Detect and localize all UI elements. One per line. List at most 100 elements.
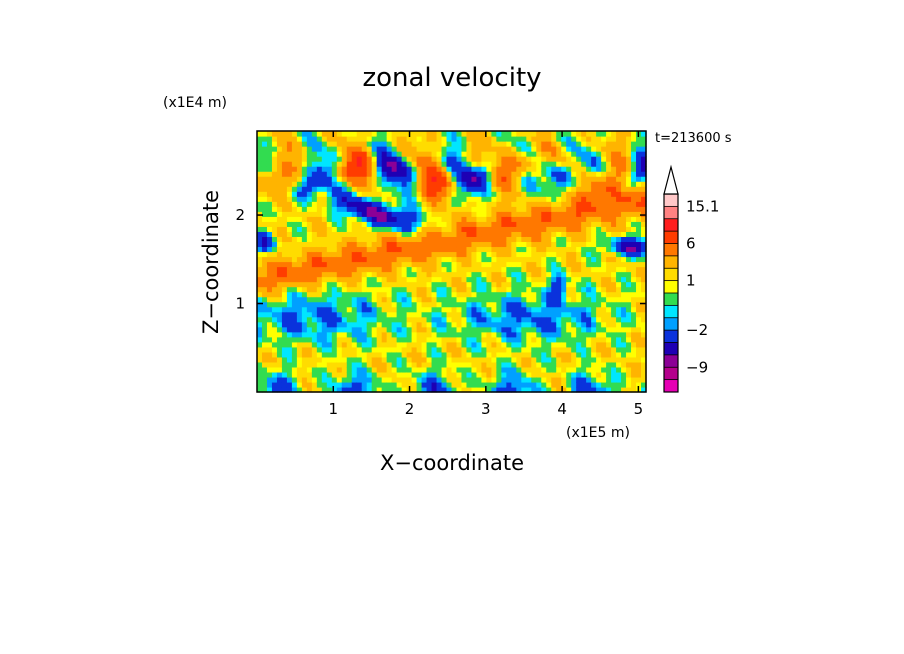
contour-cell — [481, 166, 488, 172]
contour-cell — [346, 366, 353, 373]
contour-cell — [486, 221, 492, 227]
contour-cell — [561, 346, 567, 353]
contour-cell — [491, 326, 497, 333]
contour-cell — [321, 301, 328, 308]
contour-cell — [516, 296, 522, 303]
contour-cell — [257, 346, 263, 353]
contour-cell — [281, 281, 288, 288]
contour-cell — [366, 146, 373, 152]
contour-cell — [481, 276, 488, 283]
contour-cell — [571, 331, 577, 338]
contour-cell — [641, 376, 647, 383]
contour-cell — [261, 381, 268, 388]
contour-cell — [461, 191, 468, 197]
contour-cell — [411, 171, 418, 177]
contour-cell — [616, 331, 622, 338]
contour-cell — [361, 246, 368, 253]
contour-cell — [576, 286, 582, 293]
contour-cell — [531, 256, 537, 263]
contour-cell — [586, 171, 592, 177]
contour-cell — [436, 351, 443, 358]
contour-cell — [451, 171, 458, 177]
contour-cell — [371, 191, 378, 197]
contour-cell — [306, 311, 313, 318]
contour-cell — [346, 286, 353, 293]
contour-cell — [371, 286, 378, 293]
contour-cell — [611, 241, 617, 248]
contour-cell — [391, 336, 398, 343]
contour-cell — [281, 151, 288, 157]
contour-cell — [546, 286, 552, 293]
contour-cell — [376, 146, 383, 152]
contour-cell — [281, 131, 288, 137]
contour-cell — [391, 171, 398, 177]
contour-cell — [481, 221, 488, 227]
contour-cell — [321, 131, 328, 137]
contour-cell — [626, 246, 632, 253]
colorbar-tick-label: −9 — [686, 358, 708, 376]
contour-cell — [501, 201, 507, 207]
contour-cell — [636, 136, 642, 142]
contour-cell — [361, 226, 368, 232]
contour-cell — [591, 351, 597, 358]
contour-cell — [551, 351, 557, 358]
contour-cell — [356, 306, 363, 313]
contour-cell — [601, 376, 607, 383]
contour-cell — [271, 221, 278, 227]
contour-cell — [321, 386, 328, 393]
contour-cell — [611, 151, 617, 157]
contour-cell — [271, 176, 278, 182]
contour-cell — [551, 296, 557, 303]
contour-cell — [546, 306, 552, 313]
contour-cell — [471, 266, 478, 273]
contour-cell — [306, 141, 313, 147]
contour-cell — [266, 366, 273, 373]
contour-cell — [266, 356, 273, 363]
contour-cell — [381, 371, 388, 378]
contour-cell — [321, 161, 328, 167]
contour-cell — [426, 196, 433, 202]
contour-cell — [611, 366, 617, 373]
contour-cell — [281, 376, 288, 383]
contour-cell — [601, 176, 607, 182]
contour-cell — [421, 236, 428, 243]
contour-cell — [601, 141, 607, 147]
contour-cell — [321, 336, 328, 343]
contour-cell — [361, 146, 368, 152]
contour-cell — [316, 286, 323, 293]
contour-cell — [636, 281, 642, 288]
contour-cell — [301, 166, 308, 172]
contour-cell — [406, 361, 413, 368]
contour-cell — [266, 211, 273, 217]
contour-cell — [521, 166, 527, 172]
contour-cell — [511, 136, 517, 142]
contour-cell — [306, 361, 313, 368]
contour-cell — [321, 251, 328, 258]
contour-cell — [331, 341, 338, 348]
contour-cell — [486, 266, 492, 273]
contour-cell — [626, 331, 632, 338]
contour-cell — [381, 146, 388, 152]
contour-cell — [561, 381, 567, 388]
contour-cell — [401, 186, 408, 192]
contour-cell — [436, 321, 443, 328]
contour-cell — [496, 281, 502, 288]
contour-cell — [481, 236, 488, 243]
contour-cell — [366, 266, 373, 273]
contour-cell — [306, 181, 313, 187]
contour-cell — [296, 251, 303, 258]
contour-cell — [316, 291, 323, 298]
contour-cell — [426, 336, 433, 343]
contour-cell — [611, 301, 617, 308]
contour-cell — [406, 161, 413, 167]
contour-cell — [361, 326, 368, 333]
contour-cell — [626, 376, 632, 383]
contour-cell — [301, 356, 308, 363]
contour-cell — [551, 211, 557, 217]
contour-cell — [496, 316, 502, 323]
contour-cell — [496, 141, 502, 147]
contour-cell — [426, 166, 433, 172]
contour-cell — [441, 236, 448, 243]
contour-cell — [311, 206, 318, 212]
